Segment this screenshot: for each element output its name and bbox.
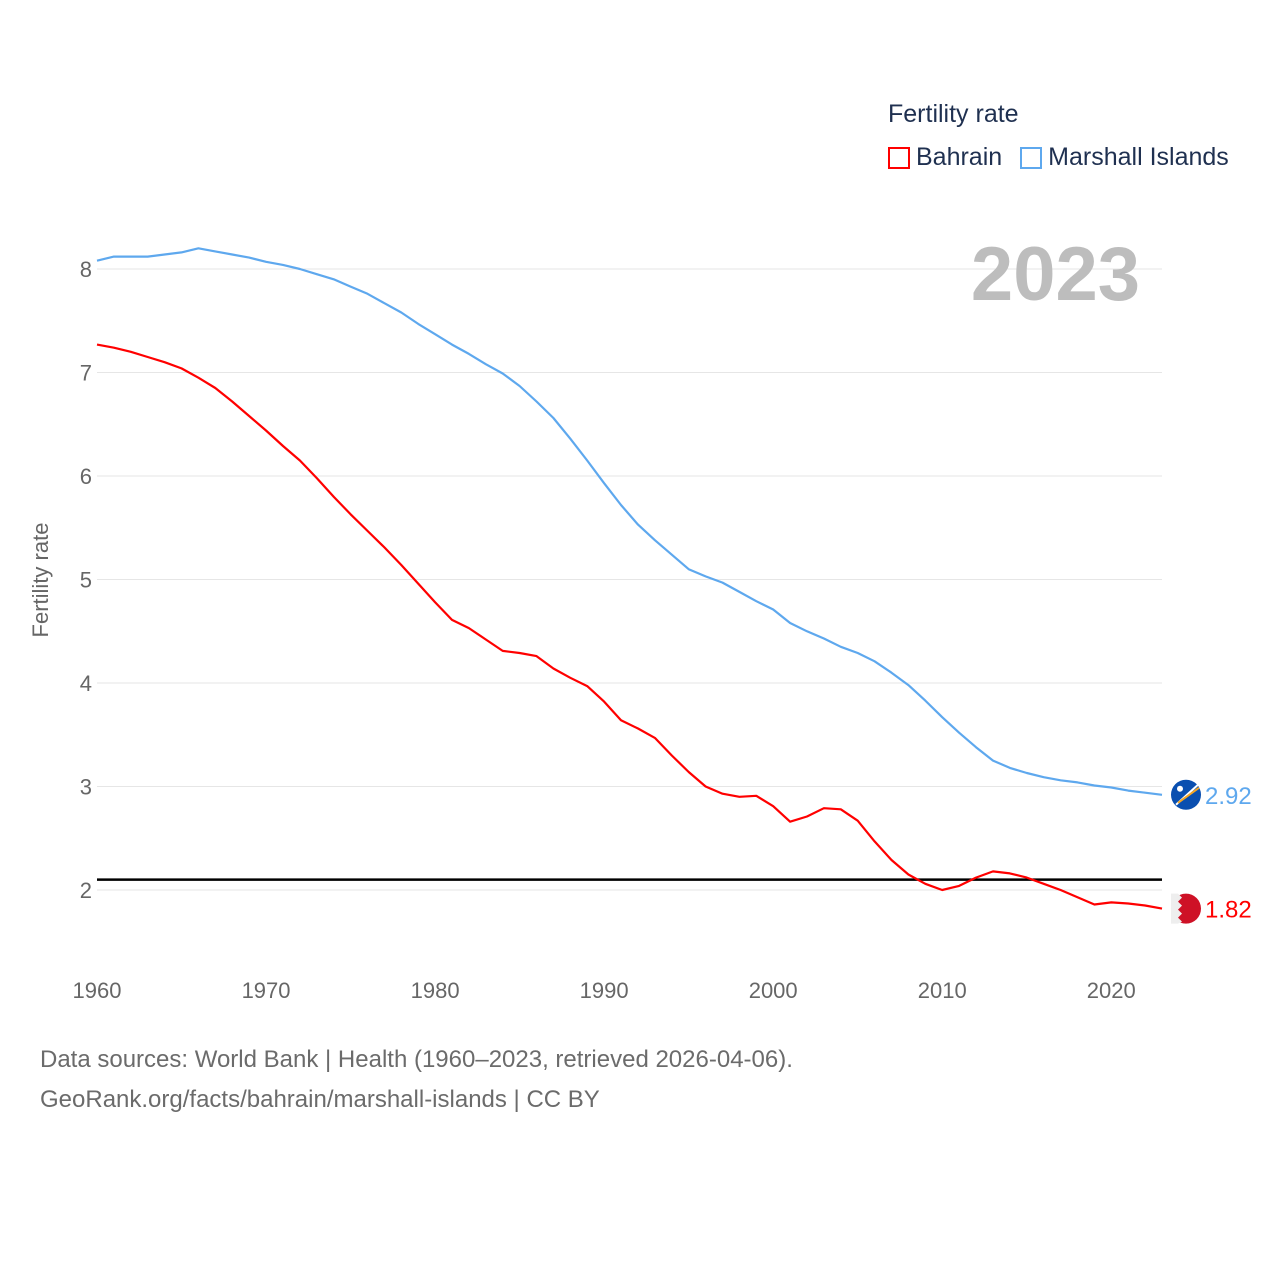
source-url[interactable]: GeoRank.org/facts/bahrain/marshall-islan… bbox=[40, 1086, 600, 1113]
legend: Bahrain Marshall Islands bbox=[888, 143, 1229, 172]
y-tick-label: 2 bbox=[80, 878, 92, 903]
end-value-label-marshall-islands: 2.92 bbox=[1205, 783, 1252, 810]
flag-star bbox=[1177, 785, 1183, 792]
flag-stripe-orange bbox=[1177, 786, 1200, 804]
x-tick-label: 2000 bbox=[749, 978, 798, 1003]
series-line-marshall-islands bbox=[96, 247, 1163, 796]
x-tick-label: 1960 bbox=[73, 978, 122, 1003]
series-line-bahrain bbox=[96, 343, 1163, 910]
x-tick-label: 2020 bbox=[1087, 978, 1136, 1003]
y-tick-label: 8 bbox=[80, 257, 92, 282]
y-tick-label: 5 bbox=[80, 568, 92, 593]
end-value-label-bahrain: 1.82 bbox=[1205, 897, 1252, 924]
x-tick-label: 1990 bbox=[580, 978, 629, 1003]
y-tick-label: 6 bbox=[80, 464, 92, 489]
y-axis-label: Fertility rate bbox=[28, 523, 53, 638]
y-tick-label: 4 bbox=[80, 671, 92, 696]
legend-label-marshall-islands[interactable]: Marshall Islands bbox=[1048, 143, 1229, 171]
x-tick-label: 2010 bbox=[918, 978, 967, 1003]
legend-label-bahrain[interactable]: Bahrain bbox=[916, 143, 1003, 171]
legend-swatch-marshall-islands bbox=[1020, 146, 1043, 169]
y-tick-label: 7 bbox=[80, 361, 92, 386]
y-tick-label: 3 bbox=[80, 775, 92, 800]
x-tick-label: 1980 bbox=[411, 978, 460, 1003]
x-tick-label: 1970 bbox=[242, 978, 291, 1003]
flag-serration bbox=[1171, 893, 1182, 924]
year-label: 2023 bbox=[971, 232, 1140, 317]
legend-title: Fertility rate bbox=[888, 100, 1019, 128]
legend-swatch-bahrain bbox=[888, 146, 910, 169]
source-text: Data sources: World Bank | Health (1960–… bbox=[40, 1046, 793, 1073]
